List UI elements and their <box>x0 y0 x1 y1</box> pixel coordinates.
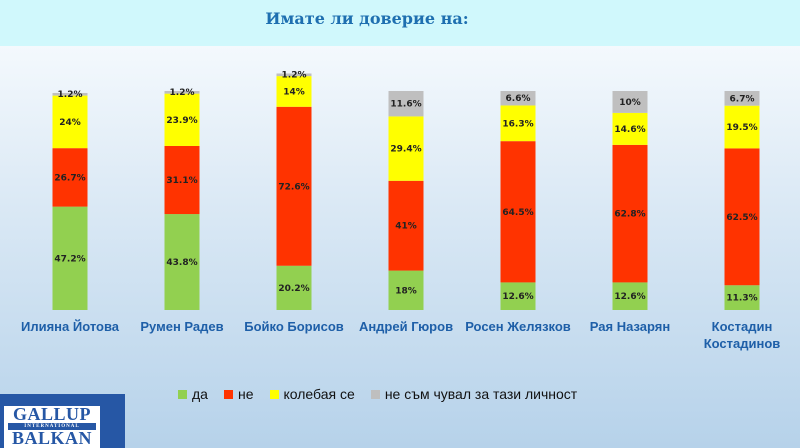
bar-segment-2 <box>164 93 200 146</box>
bar-segment-0 <box>500 282 536 310</box>
data-label: 47.2% <box>54 254 85 264</box>
bar-segment-3 <box>276 73 312 77</box>
data-label: 18% <box>395 286 417 296</box>
bar-segment-0 <box>612 282 648 310</box>
data-label: 43.8% <box>166 258 197 268</box>
data-label: 16.3% <box>502 119 533 129</box>
bar-segment-1 <box>164 145 200 215</box>
data-label: 12.6% <box>614 292 645 302</box>
bar-segment-2 <box>500 105 536 142</box>
data-label: 11.3% <box>726 294 757 304</box>
bar-segment-0 <box>52 206 88 310</box>
data-label: 24% <box>59 118 81 128</box>
header-band <box>0 0 800 46</box>
bar-segment-1 <box>724 148 760 286</box>
data-label: 10% <box>619 98 641 108</box>
data-label: 19.5% <box>726 123 757 133</box>
legend-label: колебая се <box>283 386 355 402</box>
legend-label: не съм чувал за тази личност <box>384 386 578 402</box>
bar-segment-2 <box>724 105 760 149</box>
category-label: Росен Желязков <box>465 319 571 334</box>
data-label: 20.2% <box>278 284 309 294</box>
data-label: 41% <box>395 222 417 232</box>
bar-segment-0 <box>276 265 312 310</box>
bar-segment-3 <box>612 91 648 113</box>
data-label: 1.2% <box>282 70 307 80</box>
bar-segment-1 <box>276 106 312 266</box>
category-label: Илияна Йотова <box>20 319 120 334</box>
bar-segment-1 <box>52 148 88 207</box>
data-label: 1.2% <box>58 90 83 100</box>
legend-item: колебая се <box>269 386 355 402</box>
data-label: 23.9% <box>166 116 197 126</box>
data-label: 12.6% <box>502 292 533 302</box>
logo-text-balkan: BALKAN <box>11 428 92 448</box>
legend-swatch <box>223 389 233 399</box>
data-label: 64.5% <box>502 208 533 218</box>
legend-swatch <box>178 389 187 399</box>
bar-segment-0 <box>724 285 760 310</box>
data-label: 11.6% <box>390 100 421 110</box>
bar-segment-3 <box>164 91 200 94</box>
bar-segment-2 <box>612 112 648 145</box>
logo-text-gallup: GALLUP <box>12 404 91 424</box>
bar-segment-3 <box>724 91 760 106</box>
data-label: 6.6% <box>506 94 531 104</box>
bar-segment-1 <box>500 141 536 283</box>
category-label: Румен Радев <box>140 319 224 334</box>
bar-segment-3 <box>500 91 536 106</box>
stacked-bar-chart: 47.2% 26.7% 24% 1.2% 43.8% 31.1% 23.9% 1.2% 20.2… <box>52 70 760 310</box>
legend-label: да <box>192 386 208 402</box>
data-label: 26.7% <box>54 173 85 183</box>
data-label: 1.2% <box>170 88 195 98</box>
data-label: 14% <box>283 87 305 97</box>
data-label: 62.8% <box>614 210 645 220</box>
category-label: Андрей Гюров <box>358 319 454 334</box>
bar-segment-0 <box>164 214 200 310</box>
gallup-logo: GALLUP INTERNATIONAL BALKAN <box>0 394 125 448</box>
legend-swatch <box>370 389 380 399</box>
data-label: 6.7% <box>730 94 755 104</box>
data-label: 62.5% <box>726 213 757 223</box>
bar-segment-2 <box>276 76 312 107</box>
category-label: Костадин Костадинов <box>703 319 781 351</box>
data-label: 72.6% <box>278 182 309 192</box>
data-label: 31.1% <box>166 176 197 186</box>
bar-segment-3 <box>52 92 88 96</box>
data-label: 14.6% <box>614 125 645 135</box>
legend-item: не съм чувал за тази личност <box>370 386 578 402</box>
legend-item: да <box>178 386 208 402</box>
legend-item: не <box>223 386 254 402</box>
bar-segment-1 <box>388 180 424 271</box>
category-label: Бойко Борисов <box>244 319 344 334</box>
category-label: Рая Назарян <box>589 319 671 334</box>
bar-segment-0 <box>388 270 424 310</box>
bar-segment-2 <box>388 116 424 181</box>
bar-segment-2 <box>52 95 88 149</box>
legend-swatch <box>269 389 279 399</box>
bar-segment-3 <box>388 91 424 117</box>
chart-title: Имате ли доверие на: <box>265 9 469 28</box>
bar-segment-1 <box>612 144 648 283</box>
logo-text-international: INTERNATIONAL <box>8 423 96 430</box>
legend-label: не <box>237 386 254 402</box>
legend: да не колебая се не съм чувал за тази лично… <box>178 386 577 402</box>
data-label: 29.4% <box>390 145 421 155</box>
